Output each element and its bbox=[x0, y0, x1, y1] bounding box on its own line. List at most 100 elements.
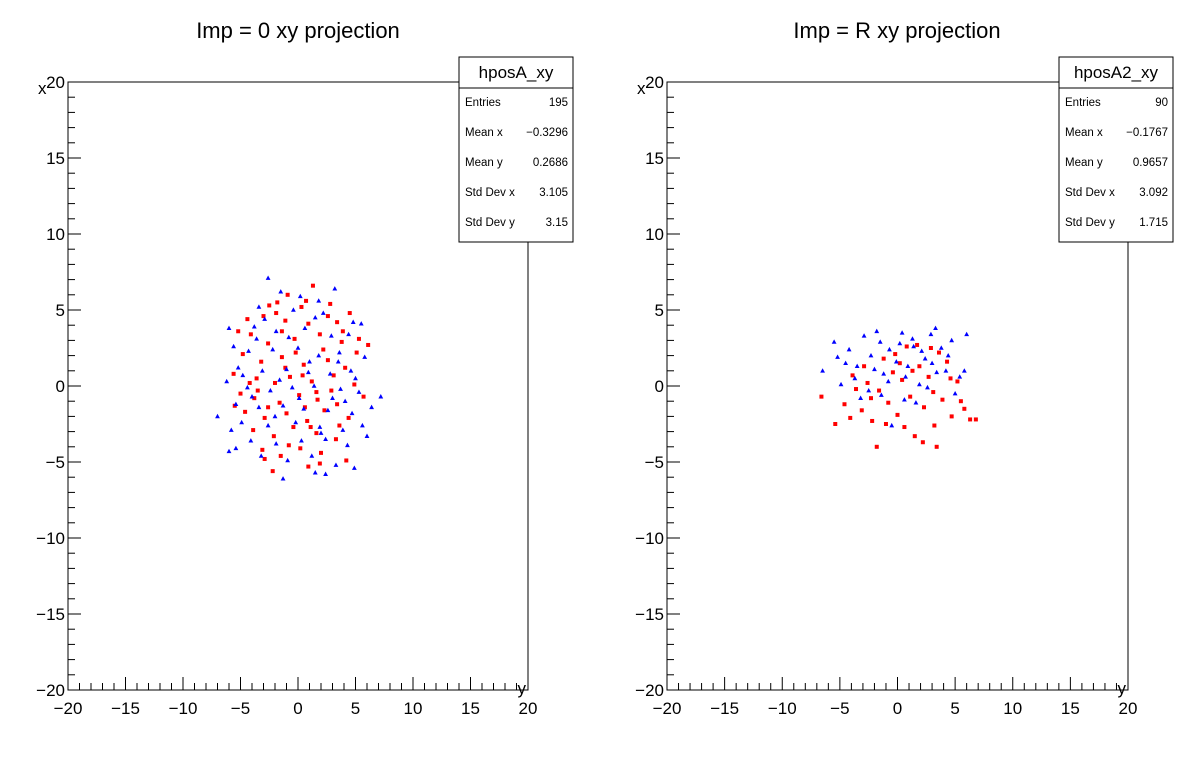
data-point-square bbox=[928, 346, 933, 350]
x-tick-label: 5 bbox=[950, 699, 959, 718]
data-point-triangle bbox=[362, 354, 368, 359]
data-point-triangle bbox=[846, 346, 852, 352]
data-point-square bbox=[255, 388, 260, 393]
data-point-square bbox=[286, 443, 291, 448]
data-point-triangle bbox=[929, 360, 935, 365]
data-point-triangle bbox=[285, 457, 291, 463]
data-point-triangle bbox=[364, 433, 370, 438]
data-point-square bbox=[279, 355, 284, 360]
data-point-triangle bbox=[340, 427, 346, 432]
data-point-square bbox=[934, 444, 939, 449]
x-tick-label: 15 bbox=[461, 699, 480, 718]
data-point-square bbox=[325, 358, 330, 363]
right-scatter-panel: Imp = R xy projection −20 −15 −10 −5 0 5 10 15 20… bbox=[635, 18, 1174, 718]
data-point-triangle bbox=[270, 346, 276, 352]
data-point-square bbox=[850, 373, 855, 378]
data-point-square bbox=[273, 380, 277, 385]
data-point-triangle bbox=[245, 384, 250, 390]
data-point-triangle bbox=[330, 395, 335, 400]
data-point-square bbox=[297, 393, 302, 398]
data-point-square bbox=[922, 405, 927, 410]
y-tick-label: −15 bbox=[635, 605, 664, 624]
data-point-triangle bbox=[897, 340, 903, 346]
data-point-triangle bbox=[296, 395, 302, 400]
y-tick-label: 5 bbox=[56, 301, 65, 320]
data-point-square bbox=[301, 362, 306, 367]
stats-box: hposA_xy Entries 195 Mean x −0.3296 Mean y 0.2… bbox=[458, 56, 574, 243]
data-point-triangle bbox=[843, 360, 849, 365]
x-tick-label: −5 bbox=[231, 699, 250, 718]
chart-title: Imp = 0 xy projection bbox=[196, 18, 400, 43]
data-point-triangle bbox=[256, 404, 262, 410]
data-point-square bbox=[284, 411, 289, 416]
data-point-square bbox=[339, 339, 344, 344]
data-point-square bbox=[945, 359, 950, 364]
data-point-square bbox=[298, 446, 303, 451]
stats-row-value: 3.15 bbox=[546, 217, 568, 229]
data-point-triangle bbox=[240, 372, 246, 378]
stats-row-value: 1.715 bbox=[1139, 217, 1168, 229]
data-point-square bbox=[262, 456, 267, 461]
data-point-triangle bbox=[233, 445, 239, 451]
data-point-square bbox=[243, 409, 248, 414]
data-point-square bbox=[908, 394, 913, 399]
data-point-square bbox=[270, 469, 275, 474]
data-point-triangle bbox=[910, 336, 915, 341]
data-point-square bbox=[283, 318, 288, 323]
y-tick-label: −20 bbox=[635, 681, 664, 700]
x-tick-label: 10 bbox=[404, 699, 423, 718]
data-point-triangle bbox=[820, 368, 825, 373]
data-point-square bbox=[309, 379, 314, 384]
x-tick-label: 15 bbox=[1061, 699, 1080, 718]
data-point-triangle bbox=[301, 406, 307, 411]
data-point-square bbox=[366, 342, 371, 347]
data-point-triangle bbox=[905, 363, 911, 369]
data-point-triangle bbox=[342, 398, 348, 403]
x-axis-label: y bbox=[518, 679, 527, 698]
data-point-triangle bbox=[233, 401, 239, 407]
data-point-triangle bbox=[293, 419, 299, 425]
data-point-triangle bbox=[327, 371, 333, 376]
data-point-triangle bbox=[224, 378, 230, 384]
data-point-triangle bbox=[346, 331, 351, 337]
data-point-triangle bbox=[312, 315, 318, 320]
data-point-square bbox=[354, 350, 359, 355]
data-point-triangle bbox=[295, 345, 301, 350]
data-point-triangle bbox=[246, 348, 251, 353]
data-point-square bbox=[310, 283, 315, 288]
data-point-triangle bbox=[925, 384, 930, 390]
data-point-triangle bbox=[338, 386, 343, 391]
data-point-square bbox=[314, 390, 319, 395]
stats-box: hposA2_xy Entries 90 Mean x −0.1767 Mean y 0.9… bbox=[1058, 56, 1174, 243]
data-point-square bbox=[259, 359, 264, 364]
data-point-triangle bbox=[874, 328, 880, 334]
data-point-square bbox=[931, 390, 936, 395]
data-point-square bbox=[300, 373, 305, 378]
data-point-triangle bbox=[866, 387, 872, 393]
data-point-square bbox=[361, 394, 366, 399]
data-point-square bbox=[291, 425, 296, 430]
data-point-square bbox=[932, 423, 937, 428]
data-point-square bbox=[343, 365, 348, 370]
data-point-triangle bbox=[934, 369, 940, 375]
data-point-square bbox=[910, 368, 915, 373]
data-point-square bbox=[344, 458, 349, 463]
data-point-square bbox=[262, 415, 267, 420]
x-tick-label: 0 bbox=[893, 699, 902, 718]
data-point-triangle bbox=[353, 375, 358, 381]
stats-box-frame bbox=[1058, 56, 1174, 243]
data-point-square bbox=[278, 453, 283, 458]
data-point-square bbox=[285, 292, 290, 297]
data-point-triangle bbox=[378, 394, 384, 399]
x-tick-label: 5 bbox=[351, 699, 360, 718]
data-point-square bbox=[868, 396, 873, 401]
data-point-triangle bbox=[307, 359, 312, 364]
x-tick-label: 10 bbox=[1003, 699, 1022, 718]
data-point-square bbox=[261, 314, 266, 319]
chart-title: Imp = R xy projection bbox=[793, 18, 1000, 43]
data-point-triangle bbox=[337, 349, 342, 355]
x-tick-label: −5 bbox=[830, 699, 849, 718]
data-point-triangle bbox=[919, 348, 925, 353]
data-point-square bbox=[920, 440, 925, 445]
